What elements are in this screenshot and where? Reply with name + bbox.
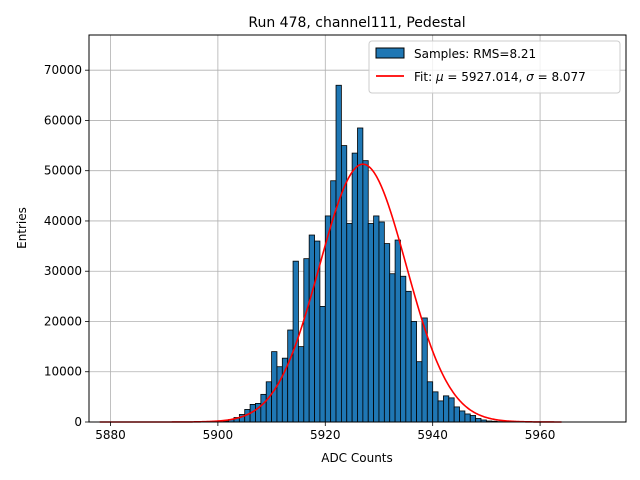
histogram-bar — [469, 415, 477, 423]
axes-frame — [88, 34, 627, 423]
legend-box — [368, 40, 621, 94]
histogram-bar — [298, 346, 305, 423]
histogram-bar — [453, 406, 460, 423]
histogram-bar — [303, 258, 310, 423]
y-tick-label: 0 — [74, 415, 82, 429]
histogram-bar — [287, 329, 294, 423]
histogram-bar — [346, 223, 353, 423]
histogram-bar — [260, 393, 267, 423]
histogram-bar — [276, 366, 283, 423]
histogram-bar — [308, 234, 315, 423]
histogram-bar — [373, 215, 380, 423]
legend-fit-sigma-value: = 8.077 — [534, 70, 586, 84]
histogram-bar — [389, 273, 396, 423]
x-axis-label: ADC Counts — [321, 451, 393, 465]
x-tick-label: 5880 — [95, 428, 126, 442]
x-axis-ticks: 5880 5900 5920 5940 5960 — [95, 422, 555, 442]
y-tick-label: 60000 — [44, 113, 82, 127]
legend-fit-mu-value: = 5927.014, — [444, 70, 527, 84]
histogram-bar — [426, 381, 434, 423]
y-tick-label: 40000 — [44, 214, 82, 228]
y-tick-label: 30000 — [44, 264, 82, 278]
histogram-bar — [448, 397, 455, 423]
y-tick-label: 20000 — [44, 314, 82, 328]
legend-fit-prefix: Fit: — [414, 70, 436, 84]
histogram-bar — [292, 260, 299, 423]
y-axis-ticks: 0 10000 20000 30000 40000 50000 60000 70000 — [44, 63, 89, 429]
histogram-bar — [319, 306, 326, 423]
histogram-bar — [432, 391, 439, 423]
histogram-bars — [222, 84, 509, 423]
histogram-bar — [475, 418, 482, 423]
histogram-bar — [335, 84, 342, 423]
histogram-bar — [357, 127, 364, 423]
histogram-bar — [405, 290, 412, 423]
legend-fit-sigma-symbol: σ — [526, 70, 534, 84]
histogram-bar — [394, 239, 401, 423]
legend-fit-label: Fit: μ = 5927.014, σ = 8.077 — [414, 70, 586, 84]
y-axis-label: Entries — [15, 207, 29, 249]
x-tick-label: 5920 — [310, 428, 341, 442]
y-tick-label: 10000 — [44, 365, 82, 379]
x-tick-label: 5940 — [417, 428, 448, 442]
histogram-bar — [400, 275, 407, 423]
histogram-bar — [443, 395, 450, 423]
legend-fit-mu-symbol: μ — [435, 70, 444, 84]
histogram-bar — [464, 413, 471, 423]
legend: Samples: RMS=8.21 Fit: μ = 5927.014, σ =… — [368, 40, 621, 94]
histogram-bar — [437, 400, 444, 423]
x-tick-label: 5960 — [525, 428, 556, 442]
histogram-bar — [383, 243, 391, 423]
histogram-bar — [265, 381, 272, 423]
histogram-bar — [367, 223, 375, 423]
legend-histogram-swatch — [375, 47, 405, 59]
histogram-bar — [410, 321, 417, 423]
histogram-bar — [351, 152, 358, 423]
histogram-bar — [324, 215, 332, 423]
y-tick-label: 70000 — [44, 63, 82, 77]
histogram-bar — [378, 221, 385, 423]
histogram-bar — [416, 361, 423, 423]
legend-histogram-label: Samples: RMS=8.21 — [414, 47, 536, 61]
chart-title: Run 478, channel111, Pedestal — [248, 15, 465, 31]
histogram-bar — [362, 160, 369, 423]
histogram-bar — [459, 410, 466, 423]
x-tick-label: 5900 — [203, 428, 234, 442]
y-tick-label: 50000 — [44, 164, 82, 178]
